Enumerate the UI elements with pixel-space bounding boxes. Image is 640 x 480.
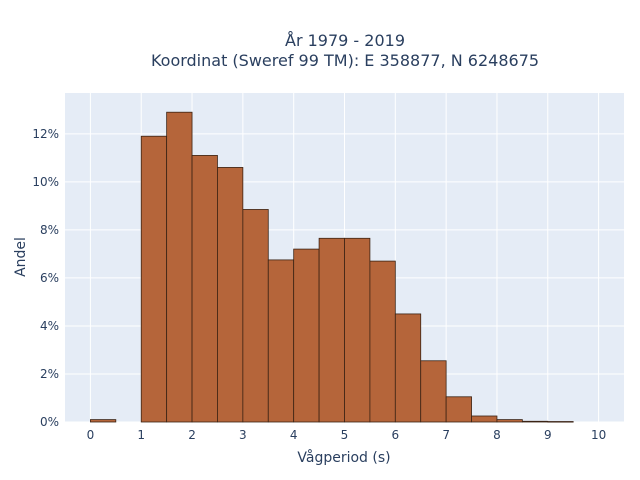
bars-group: [90, 111, 574, 423]
histogram-bar-16: [496, 419, 523, 423]
x-tick-label: 8: [493, 428, 501, 442]
x-axis-label: Vågperiod (s): [297, 449, 390, 466]
histogram-bar-5: [217, 167, 244, 423]
x-tick-label: 7: [442, 428, 450, 442]
histogram-bar-6: [242, 209, 269, 423]
histogram-bar-7: [267, 259, 295, 423]
y-tick-labels: 0% 2% 4% 6% 8% 10% 12%: [32, 127, 59, 429]
histogram-bar-12: [394, 313, 422, 423]
y-tick-label: 12%: [32, 127, 59, 141]
y-tick-label: 4%: [40, 319, 59, 333]
histogram-bar-4: [191, 155, 218, 423]
x-tick-label: 3: [239, 428, 247, 442]
histogram-bar-17: [521, 420, 549, 423]
histogram-bar-2: [140, 135, 168, 423]
y-tick-label: 2%: [40, 367, 59, 381]
histogram-bar-9: [318, 237, 345, 423]
x-tick-label: 6: [391, 428, 399, 442]
x-tick-label: 0: [87, 428, 95, 442]
histogram-bar-18: [547, 421, 574, 423]
chart-subtitle: Koordinat (Sweref 99 TM): E 358877, N 62…: [151, 51, 539, 70]
y-tick-label: 6%: [40, 271, 59, 285]
y-axis-label: Andel: [13, 237, 29, 277]
x-tick-label: 5: [341, 428, 349, 442]
y-tick-label: 10%: [32, 175, 59, 189]
x-tick-label: 4: [290, 428, 298, 442]
chart-title: År 1979 - 2019: [285, 31, 405, 50]
histogram-bar-13: [420, 360, 447, 423]
x-tick-label: 2: [188, 428, 196, 442]
y-tick-label: 8%: [40, 223, 59, 237]
histogram-bar-8: [293, 248, 320, 423]
histogram-bar-3: [166, 111, 193, 423]
histogram-bar-15: [471, 415, 498, 423]
y-tick-label: 0%: [40, 415, 59, 429]
x-tick-labels: 0 1 2 3 4 5 6 7 8 9 10: [87, 428, 607, 442]
histogram-bar-14: [445, 396, 472, 423]
x-tick-label: 9: [544, 428, 552, 442]
x-tick-label: 10: [591, 428, 606, 442]
histogram-bar-0: [90, 419, 117, 423]
histogram-bar-11: [369, 260, 396, 423]
histogram-bar-10: [344, 237, 371, 423]
x-tick-label: 1: [137, 428, 145, 442]
